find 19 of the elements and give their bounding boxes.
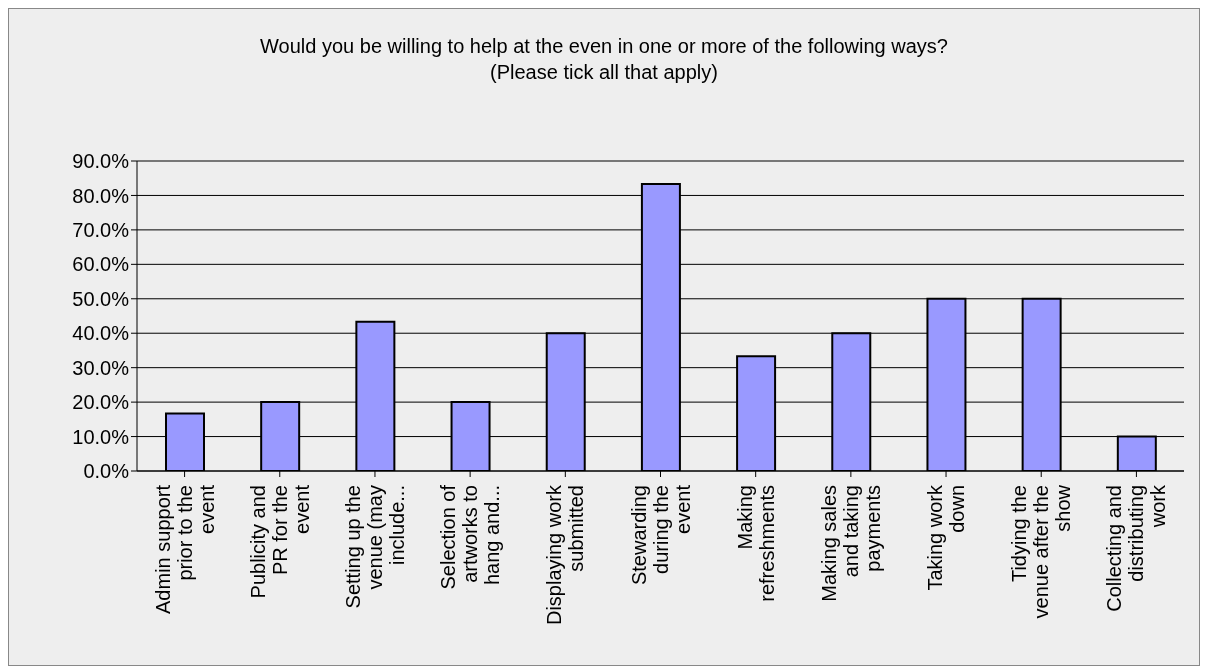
y-tick-label: 60.0% — [72, 253, 130, 276]
y-tick-label: 30.0% — [72, 356, 130, 379]
y-tick-label: 40.0% — [72, 322, 130, 345]
x-tick-label: Stewarding during the event — [627, 484, 694, 586]
x-tick-label: Publicity and PR for the event — [246, 484, 313, 599]
y-tick-label: 0.0% — [83, 460, 130, 483]
y-tick-label: 10.0% — [72, 425, 130, 448]
x-tick-label: Setting up the venue (may include... — [341, 485, 408, 609]
y-tick-label: 70.0% — [72, 218, 130, 241]
x-tick-label: Admin support prior to the event — [151, 484, 218, 614]
x-tick-label: Tidying the venue after the show — [1008, 484, 1075, 619]
x-tick-label: Taking work down — [924, 484, 969, 591]
chart-title: Would you be willing to help at the even in one or more of the following ways? (Please tick all that apply) — [259, 34, 949, 85]
y-tick-label: 50.0% — [72, 287, 130, 310]
x-tick-label: Collecting and distributing work — [1103, 484, 1170, 612]
y-tick-label: 80.0% — [72, 184, 130, 207]
x-tick-label: Selection of artworks to hang and... — [437, 484, 504, 590]
y-tick-label: 20.0% — [72, 391, 130, 414]
y-tick-label: 90.0% — [72, 150, 130, 173]
